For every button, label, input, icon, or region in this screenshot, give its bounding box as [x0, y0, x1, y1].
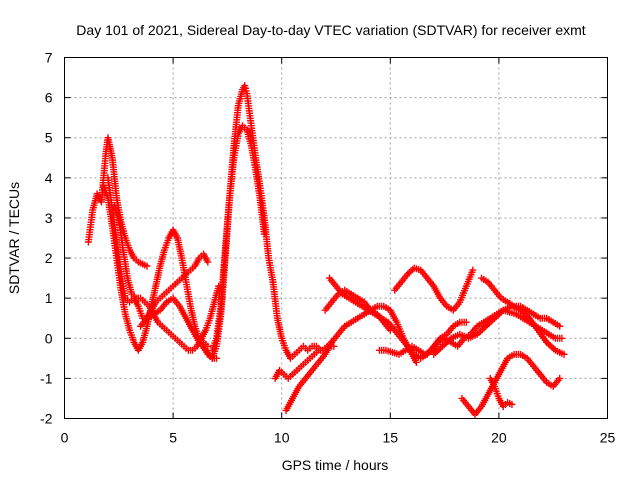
x-tick-label: 0 — [61, 430, 69, 446]
x-tick-label: 10 — [274, 430, 290, 446]
y-axis-label: SDTVAR / TECUs — [6, 182, 22, 294]
x-tick-label: 5 — [169, 430, 177, 446]
series-track-3 — [100, 182, 212, 354]
data-point — [386, 326, 394, 334]
marks-layer — [84, 82, 568, 418]
series-track-7 — [208, 122, 268, 354]
data-point — [204, 258, 212, 266]
x-axis-label: GPS time / hours — [282, 457, 389, 473]
y-tick-label: 5 — [45, 130, 53, 146]
data-point — [546, 341, 554, 349]
series-track-15 — [430, 302, 568, 358]
ticks-layer: 0 5 10 15 20 25 -2 -1 0 1 2 3 4 5 6 7 — [40, 50, 615, 446]
series-track-4 — [110, 202, 223, 354]
series-track-13 — [391, 264, 477, 314]
series-track-10 — [282, 302, 420, 414]
data-point — [462, 318, 470, 326]
grid-layer — [64, 57, 608, 419]
x-tick-label: 15 — [383, 430, 399, 446]
y-tick-label: 7 — [45, 50, 53, 66]
y-tick-label: 0 — [45, 330, 53, 346]
plot-frame — [64, 57, 608, 419]
y-tick-label: 6 — [45, 90, 53, 106]
series-track-18 — [486, 374, 516, 410]
data-point — [556, 322, 564, 330]
y-tick-label: 2 — [45, 250, 53, 266]
x-tick-label: 20 — [491, 430, 507, 446]
y-tick-label: 4 — [45, 170, 53, 186]
data-point — [558, 334, 566, 342]
y-tick-label: 3 — [45, 210, 53, 226]
data-point — [469, 266, 477, 274]
y-tick-label: 1 — [45, 290, 53, 306]
data-point — [412, 358, 420, 366]
x-tick-label: 25 — [600, 430, 616, 446]
series-track-8 — [269, 278, 338, 362]
series-track-12 — [321, 286, 394, 334]
series-track-16 — [478, 274, 564, 330]
data-point — [260, 230, 268, 238]
y-tick-label: -2 — [40, 411, 53, 427]
chart-title: Day 101 of 2021, Sidereal Day-to-day VTE… — [76, 22, 585, 38]
data-point — [508, 400, 516, 408]
data-point — [409, 266, 417, 274]
data-point — [560, 350, 568, 358]
series-track-17 — [458, 350, 564, 418]
data-point — [548, 343, 556, 351]
data-point — [556, 374, 564, 382]
y-tick-label: -1 — [40, 370, 53, 386]
data-point — [544, 340, 552, 348]
data-point — [143, 262, 151, 270]
